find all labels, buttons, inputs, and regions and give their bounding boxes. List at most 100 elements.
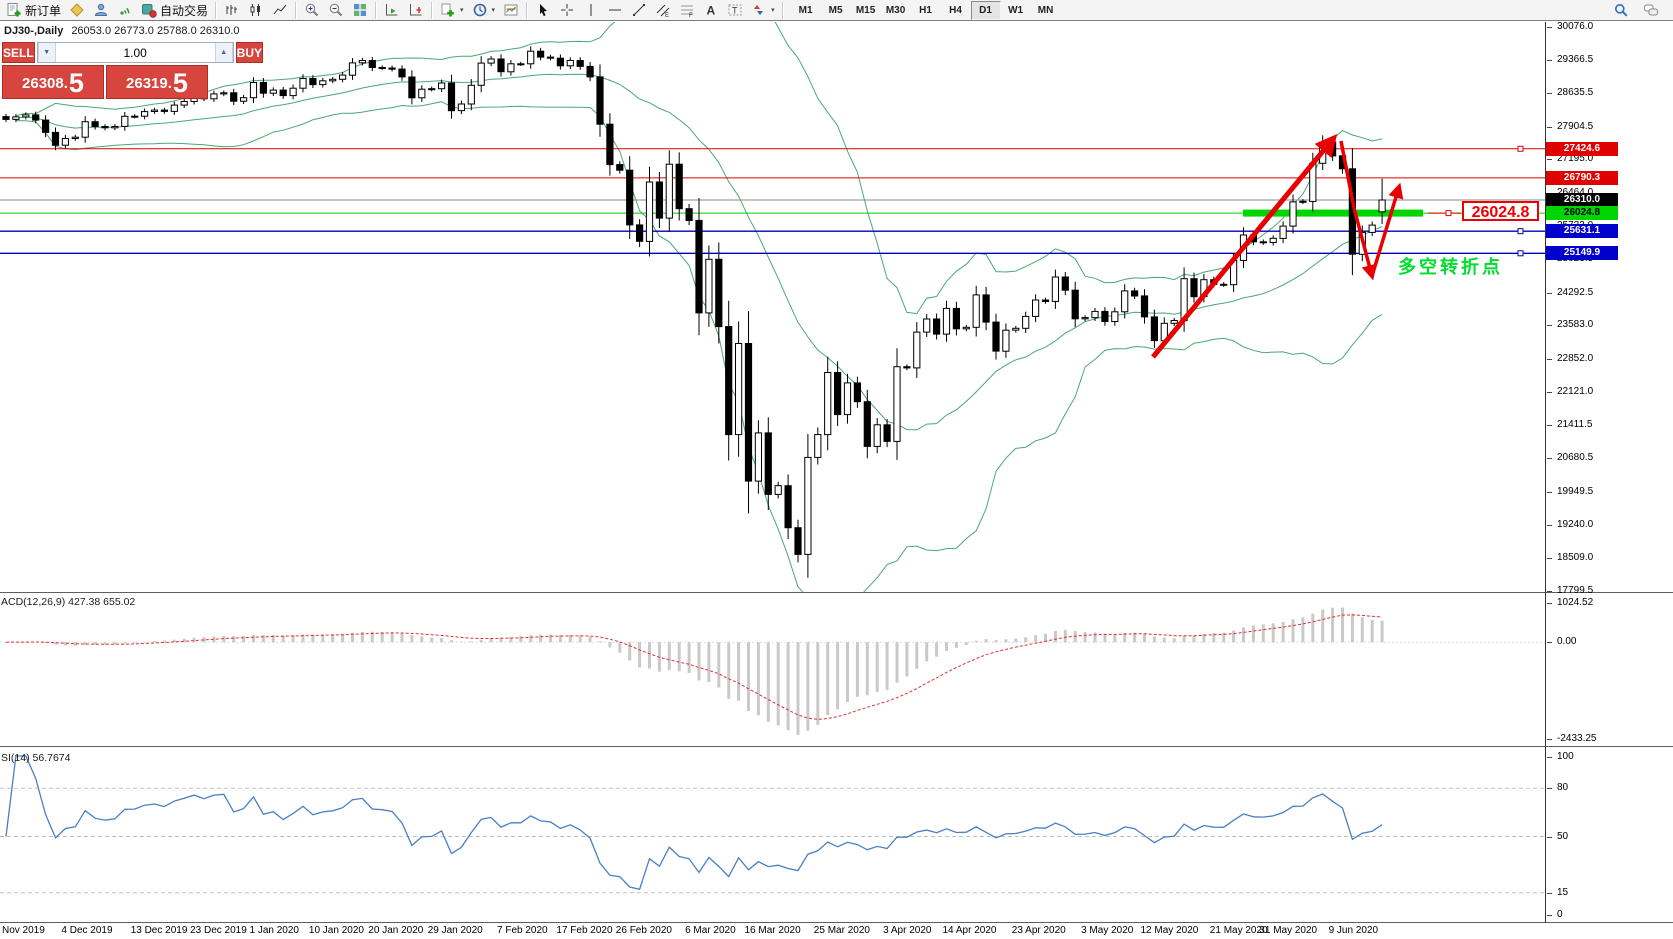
candle-body [1121, 290, 1129, 313]
vertical-line-tool-button[interactable] [579, 0, 603, 21]
arrows-tool-button[interactable]: ▾ [747, 0, 779, 21]
zoom-in-icon [305, 3, 319, 17]
support-highlight-bar[interactable] [1243, 209, 1423, 217]
timeframe-w1[interactable]: W1 [1008, 4, 1024, 16]
trend-arrow[interactable] [1370, 182, 1404, 277]
candle-body [556, 57, 564, 67]
sell-price-display[interactable]: 26308. 5 [2, 65, 104, 99]
date-tick-label: 9 Jun 2020 [1328, 925, 1379, 936]
candle-body [467, 84, 475, 105]
timeframe-m15[interactable]: M15 [855, 4, 876, 16]
horizontal-line-tool-button[interactable] [603, 0, 627, 21]
crosshair-tool-button[interactable] [555, 0, 579, 21]
price-axis-scale[interactable]: 30076.029366.528635.527904.527195.026464… [1546, 0, 1673, 939]
candle-body [1061, 276, 1069, 291]
broadcast-icon [120, 7, 130, 15]
line-handle[interactable] [1517, 228, 1524, 235]
candle-body [131, 115, 139, 118]
indicators-menu-button[interactable]: ▾ [436, 0, 468, 21]
sell-button[interactable]: SELL [2, 42, 35, 63]
buy-price-display[interactable]: 26319. 5 [106, 65, 208, 99]
signals-button[interactable] [113, 0, 137, 21]
autotrading-button[interactable]: 自动交易 [137, 0, 212, 21]
candle-body [2, 116, 10, 120]
periods-menu-button[interactable]: ▾ [468, 0, 500, 21]
buy-button[interactable]: BUY [235, 42, 264, 63]
chart-shift-button[interactable] [404, 0, 428, 21]
candle-body [1220, 283, 1228, 286]
date-axis-scale[interactable]: Nov 2019 4 Dec 2019 13 Dec 2019 23 Dec 2019… [0, 923, 1546, 939]
candle-body [81, 121, 89, 138]
toolbar-separator [295, 1, 298, 19]
new-order-button[interactable]: 新订单 [2, 0, 65, 21]
line-handle[interactable] [1517, 250, 1524, 257]
candle-body [636, 224, 644, 242]
candle-body [457, 103, 465, 112]
text-tool-button[interactable]: A [699, 0, 723, 21]
macd-indicator-panel[interactable] [0, 593, 1546, 746]
trendline-icon [633, 4, 646, 16]
svg-text:E: E [665, 13, 669, 18]
timeframe-h1[interactable]: H1 [919, 4, 932, 16]
rsi-indicator-panel[interactable] [0, 747, 1546, 922]
panel-divider[interactable] [0, 746, 1673, 747]
community-button[interactable] [89, 0, 113, 21]
price-tick-label: 28635.5 [1546, 87, 1594, 99]
toolbar-separator [375, 1, 378, 19]
candle-body [1190, 278, 1198, 298]
auto-scroll-button[interactable] [380, 0, 404, 21]
channel-tool-button[interactable]: E [651, 0, 675, 21]
search-button[interactable] [1609, 0, 1633, 21]
line-handle[interactable] [1517, 145, 1524, 152]
trend-arrow[interactable] [1151, 133, 1338, 359]
bollinger-band-line [15, 101, 1383, 592]
candle-body [91, 121, 99, 127]
timeframe-mn[interactable]: MN [1037, 4, 1054, 16]
macd-axis-min: -2433.25 [1546, 733, 1597, 744]
candle-body [170, 104, 178, 112]
timeframe-m30[interactable]: M30 [885, 4, 906, 16]
mql5-market-button[interactable] [65, 0, 89, 21]
bar-chart-button[interactable] [220, 0, 244, 21]
date-tick-label: 3 May 2020 [1081, 925, 1134, 936]
callout-handle[interactable] [1445, 210, 1452, 217]
candle-body [566, 60, 574, 67]
candle-body [972, 294, 980, 328]
search-icon [1615, 4, 1628, 17]
candlestick-chart-button[interactable] [244, 0, 268, 21]
panel-divider[interactable] [0, 922, 1673, 923]
volume-increase-button[interactable]: ▲ [214, 43, 233, 62]
turning-point-annotation[interactable]: 多空转折点 [1398, 257, 1503, 277]
price-level-callout[interactable]: 26024.8 [1462, 201, 1539, 221]
templates-menu-button[interactable] [499, 0, 523, 21]
candle-body [913, 331, 921, 369]
candle-body [834, 372, 842, 416]
text-label-tool-button[interactable]: T [723, 0, 747, 21]
candle-body [22, 114, 30, 118]
price-tick-label: 21411.5 [1546, 418, 1593, 430]
candle-body [240, 97, 248, 102]
trend-arrow[interactable] [1339, 140, 1377, 281]
zoom-out-button[interactable] [324, 0, 348, 21]
fibonacci-tool-button[interactable]: F [675, 0, 699, 21]
fibonacci-icon: F [681, 5, 694, 18]
date-tick-label: 6 Mar 2020 [685, 925, 736, 936]
tile-windows-button[interactable] [348, 0, 372, 21]
trendline-tool-button[interactable] [627, 0, 651, 21]
candle-body [1071, 289, 1079, 320]
timeframe-m1[interactable]: M1 [798, 4, 813, 16]
macd-signal-line [5, 614, 1383, 720]
main-price-chart[interactable] [0, 22, 1546, 592]
volume-input[interactable] [55, 43, 215, 62]
cursor-tool-button[interactable] [531, 0, 555, 21]
timeframe-m5[interactable]: M5 [828, 4, 843, 16]
zoom-in-button[interactable] [300, 0, 324, 21]
chat-button[interactable] [1639, 0, 1663, 21]
volume-decrease-button[interactable]: ▼ [37, 43, 56, 62]
timeframe-d1[interactable]: D1 [970, 0, 1001, 20]
panel-divider[interactable] [0, 592, 1673, 593]
price-tick-label: 29366.5 [1546, 53, 1594, 65]
date-tick-label: 7 Feb 2020 [497, 925, 548, 936]
timeframe-h4[interactable]: H4 [949, 4, 962, 16]
line-chart-button[interactable] [268, 0, 292, 21]
